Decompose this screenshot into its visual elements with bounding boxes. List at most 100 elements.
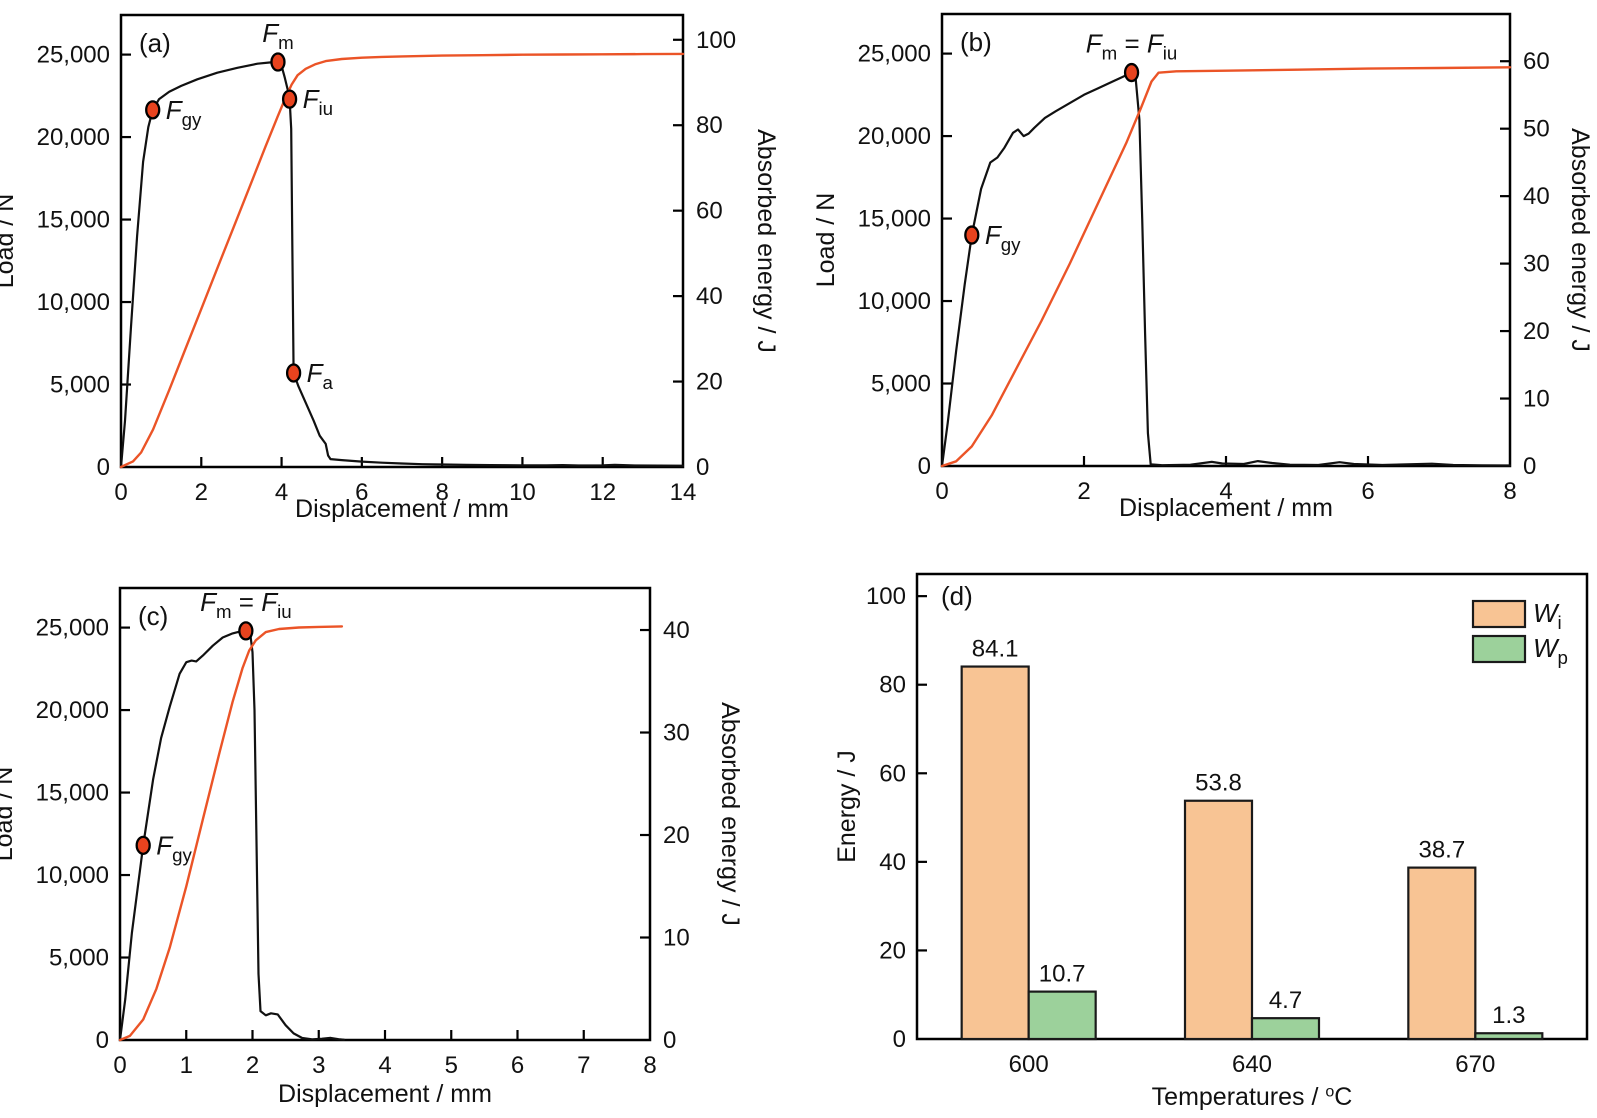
x-tick-label: 2: [246, 1052, 259, 1079]
bar-Wi-670: [1407, 866, 1477, 1041]
panel-label: (b): [960, 27, 992, 57]
bar-value-Wi-600: 84.1: [972, 636, 1019, 663]
marker-label-Fiu: Fiu: [303, 84, 333, 119]
left-tick-label: 40: [879, 849, 906, 876]
bar-Wp-640: [1250, 1017, 1321, 1041]
x-tick-label: 0: [113, 1052, 126, 1079]
x-tick-label: 6: [1361, 478, 1374, 505]
plot-border: [119, 13, 685, 469]
x-tick-label: 6: [355, 479, 368, 506]
panel-label: (d): [941, 581, 973, 611]
left-tick-label: 25,000: [37, 42, 110, 69]
marker-Fgy: [135, 835, 151, 855]
right-tick-label: 10: [1523, 386, 1550, 413]
x-tick-label: 3: [312, 1052, 325, 1079]
left-tick-label: 10,000: [36, 862, 109, 889]
legend-label-Wi: Wi: [1533, 598, 1562, 633]
marker-label-Fm-Fiu: Fm = Fiu: [200, 587, 292, 622]
bar-value-Wp-600: 10.7: [1039, 961, 1086, 988]
left-tick-label: 10,000: [858, 288, 931, 315]
legend-swatch-Wp: [1471, 634, 1527, 664]
plot-border: [940, 12, 1512, 468]
x-axis-label: Displacement / mm: [295, 495, 509, 523]
x-tick-label: 2: [195, 479, 208, 506]
left-tick-label: 25,000: [858, 41, 931, 68]
right-tick-label: 60: [1523, 48, 1550, 75]
panel-label: (a): [139, 28, 171, 58]
right-tick-label: 40: [696, 283, 723, 310]
right-tick-label: 30: [1523, 251, 1550, 278]
left-tick-label: 60: [879, 760, 906, 787]
left-tick-label: 5,000: [49, 945, 109, 972]
absorbed-energy-curve: [119, 52, 685, 469]
panel-label: (c): [138, 601, 168, 631]
right-axis-label: Absorbed energy / J: [1566, 128, 1594, 352]
right-tick-label: 40: [1523, 183, 1550, 210]
left-tick-label: 100: [866, 583, 906, 610]
panel-a: 0 2 4 6 8 10 12 14 0 5,000 10,000 15,000 20,000 25,00…: [0, 0, 798, 559]
bar-Wi-600: [960, 665, 1030, 1041]
marker-label-Fgy: Fgy: [156, 830, 192, 865]
absorbed-energy-curve: [940, 66, 1512, 468]
left-tick-label: 5,000: [871, 371, 931, 398]
panel-d: 0 20 40 60 80 100 Temperatures / oC Energy / J 8…: [799, 559, 1597, 1118]
plot-border: [118, 586, 652, 1042]
panel-c: 0 1 2 3 4 5 6 7 8 0 5,000 10,000 15,000 20,000 25,000 0…: [0, 559, 798, 1118]
legend-swatch-Wi: [1471, 599, 1527, 629]
left-tick-label: 20,000: [36, 697, 109, 724]
left-tick-label: 20,000: [858, 123, 931, 150]
right-tick-label: 50: [1523, 116, 1550, 143]
load-curve: [940, 71, 1512, 468]
bar-value-Wi-640: 53.8: [1195, 770, 1242, 797]
right-tick-label: 10: [663, 925, 690, 952]
x-axis-label: Displacement / mm: [1119, 494, 1333, 522]
x-tick-label: 1: [180, 1052, 193, 1079]
category-label: 670: [1455, 1051, 1495, 1078]
x-tick-label: 4: [1219, 478, 1232, 505]
bar-value-Wp-670: 1.3: [1492, 1002, 1525, 1029]
bar-Wp-600: [1027, 990, 1097, 1041]
bar-Wi-640: [1183, 799, 1254, 1041]
left-tick-label: 15,000: [36, 780, 109, 807]
x-tick-label: 8: [643, 1052, 656, 1079]
marker-Fiu: [281, 89, 298, 109]
bar-Wp-670: [1474, 1032, 1544, 1041]
category-label: 640: [1232, 1051, 1272, 1078]
x-tick-label: 14: [670, 479, 697, 506]
right-tick-label: 0: [696, 454, 709, 481]
x-tick-label: 2: [1077, 478, 1090, 505]
x-tick-label: 8: [435, 479, 448, 506]
left-tick-label: 0: [893, 1026, 906, 1053]
right-tick-label: 100: [696, 27, 736, 54]
x-axis-label: Displacement / mm: [278, 1080, 492, 1108]
bar-value-Wi-670: 38.7: [1418, 837, 1465, 864]
marker-label-Fgy: Fgy: [985, 220, 1021, 255]
left-tick-label: 0: [97, 454, 110, 481]
left-tick-label: 15,000: [37, 207, 110, 234]
right-axis-label: Absorbed energy / J: [752, 129, 780, 353]
right-tick-label: 20: [1523, 318, 1550, 345]
right-tick-label: 40: [663, 617, 690, 644]
left-tick-label: 20: [879, 937, 906, 964]
left-tick-label: 80: [879, 672, 906, 699]
marker-Fm-Fiu: [238, 621, 254, 641]
right-tick-label: 20: [663, 822, 690, 849]
left-tick-label: 10,000: [37, 289, 110, 316]
x-tick-label: 4: [378, 1052, 391, 1079]
right-axis-label: Absorbed energy / J: [716, 702, 744, 926]
x-tick-label: 6: [511, 1052, 524, 1079]
x-tick-label: 8: [1503, 478, 1516, 505]
panel-a-chart: 0 2 4 6 8 10 12 1405,00010,00015,00020,00025,00…: [0, 13, 780, 523]
left-tick-label: 15,000: [858, 206, 931, 233]
right-tick-label: 80: [696, 112, 723, 139]
x-tick-label: 4: [275, 479, 288, 506]
marker-Fm: [270, 52, 286, 72]
left-tick-label: 20,000: [37, 124, 110, 151]
left-tick-label: 0: [96, 1027, 109, 1054]
load-curve: [119, 60, 685, 469]
marker-label-Fa: Fa: [307, 358, 334, 393]
category-label: 600: [1009, 1051, 1049, 1078]
x-tick-label: 12: [589, 479, 616, 506]
left-axis-label: Load / N: [0, 194, 19, 289]
